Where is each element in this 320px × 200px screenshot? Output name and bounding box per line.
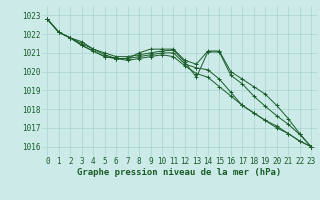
X-axis label: Graphe pression niveau de la mer (hPa): Graphe pression niveau de la mer (hPa) (77, 168, 281, 177)
